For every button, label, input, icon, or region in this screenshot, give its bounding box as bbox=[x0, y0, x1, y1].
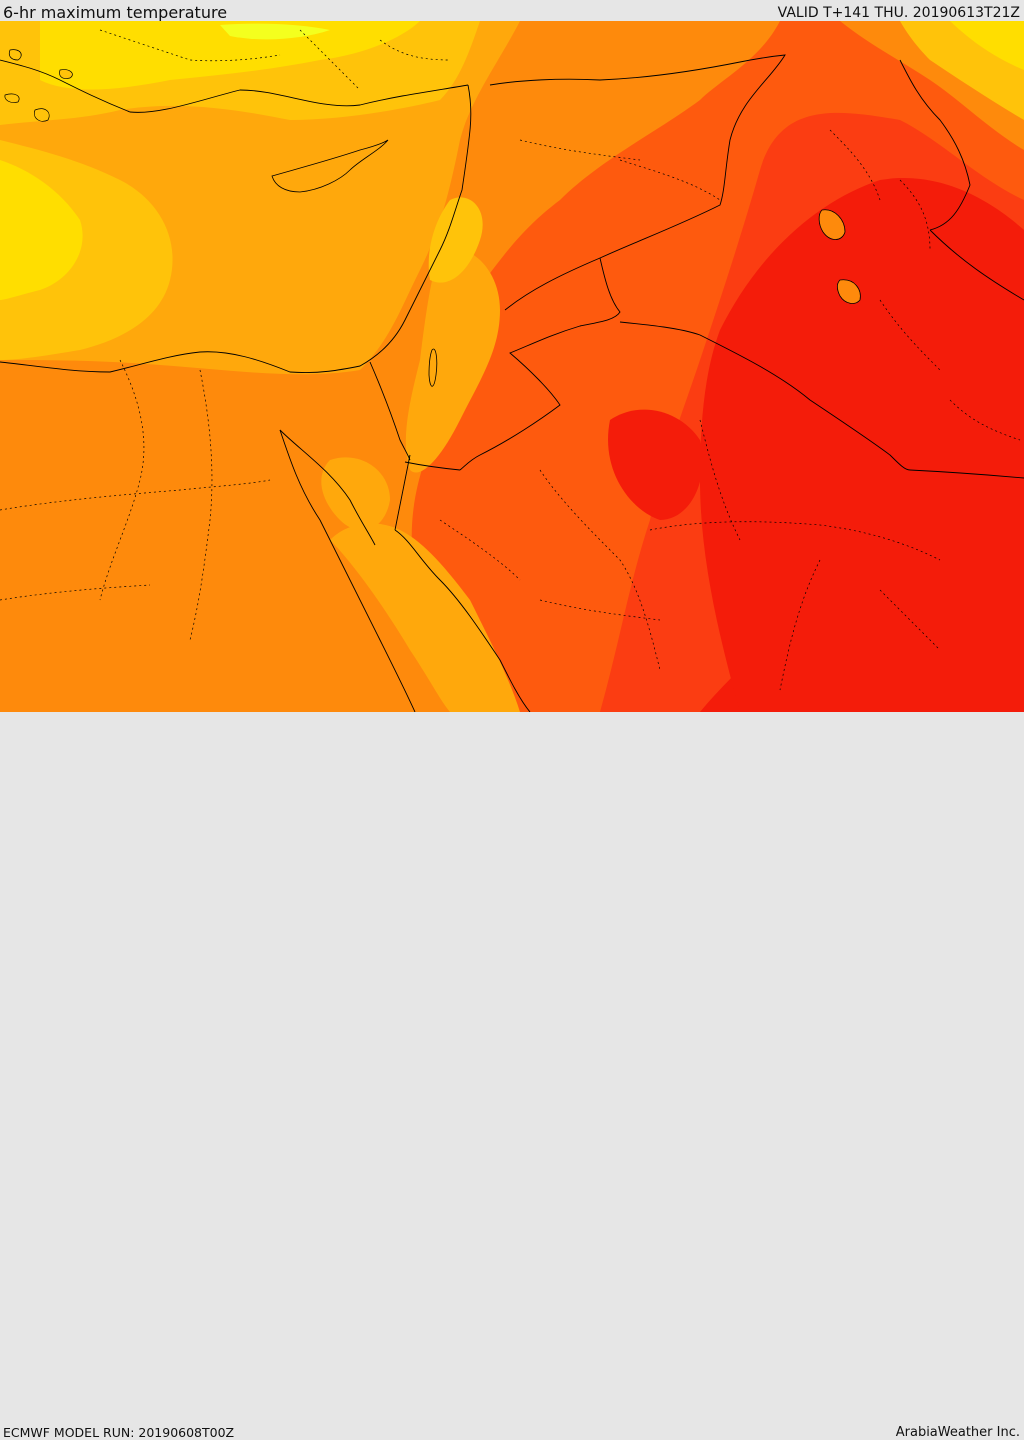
map-title: 6-hr maximum temperature bbox=[3, 3, 228, 22]
field-very-hot-east bbox=[700, 178, 1024, 712]
border-iraq-saudi bbox=[619, 321, 1024, 479]
cyprus-island bbox=[271, 139, 389, 193]
border-jordan-saudi-south bbox=[404, 461, 461, 471]
model-run-label: ECMWF MODEL RUN: 20190608T00Z bbox=[3, 1425, 235, 1440]
footer-bar: ECMWF MODEL RUN: 20190608T00Z ArabiaWeat… bbox=[0, 712, 1024, 1440]
coastline-turkey bbox=[0, 59, 469, 113]
header-bar: 6-hr maximum temperature VALID T+141 THU… bbox=[0, 0, 1024, 22]
temperature-map bbox=[0, 21, 1024, 712]
lake-tharthar bbox=[818, 209, 846, 240]
field-pale-yellow bbox=[220, 23, 330, 40]
field-amber-redsea bbox=[330, 523, 520, 712]
field-very-hot-core bbox=[608, 409, 703, 520]
province-borders bbox=[0, 29, 1021, 691]
field-yellow-ne bbox=[950, 21, 1024, 70]
field-yellow bbox=[40, 21, 420, 90]
credit-label: ArabiaWeather Inc. bbox=[895, 1425, 1020, 1440]
border-iran bbox=[899, 59, 971, 231]
coastline-gulf bbox=[929, 229, 1024, 301]
lake-milh bbox=[836, 279, 861, 304]
coastline-redsea-west bbox=[279, 429, 416, 712]
field-yellow-west bbox=[0, 160, 83, 300]
dead-sea bbox=[428, 348, 438, 387]
aegean-islands bbox=[4, 49, 73, 122]
coastline-suez bbox=[279, 429, 376, 546]
field-amber-sinai bbox=[321, 457, 390, 531]
border-iraq-jordan-saudi bbox=[459, 257, 621, 471]
border-egypt-israel bbox=[369, 361, 411, 461]
field-gold-ridge bbox=[428, 197, 483, 283]
coastline-mediterranean bbox=[0, 84, 472, 373]
field-amber-levant bbox=[405, 248, 500, 473]
coastline-aqaba bbox=[394, 454, 411, 531]
valid-time-label: VALID T+141 THU. 20190613T21Z bbox=[777, 5, 1020, 21]
coastline-redsea-east bbox=[394, 529, 531, 712]
border-syria-iraq bbox=[489, 54, 786, 311]
